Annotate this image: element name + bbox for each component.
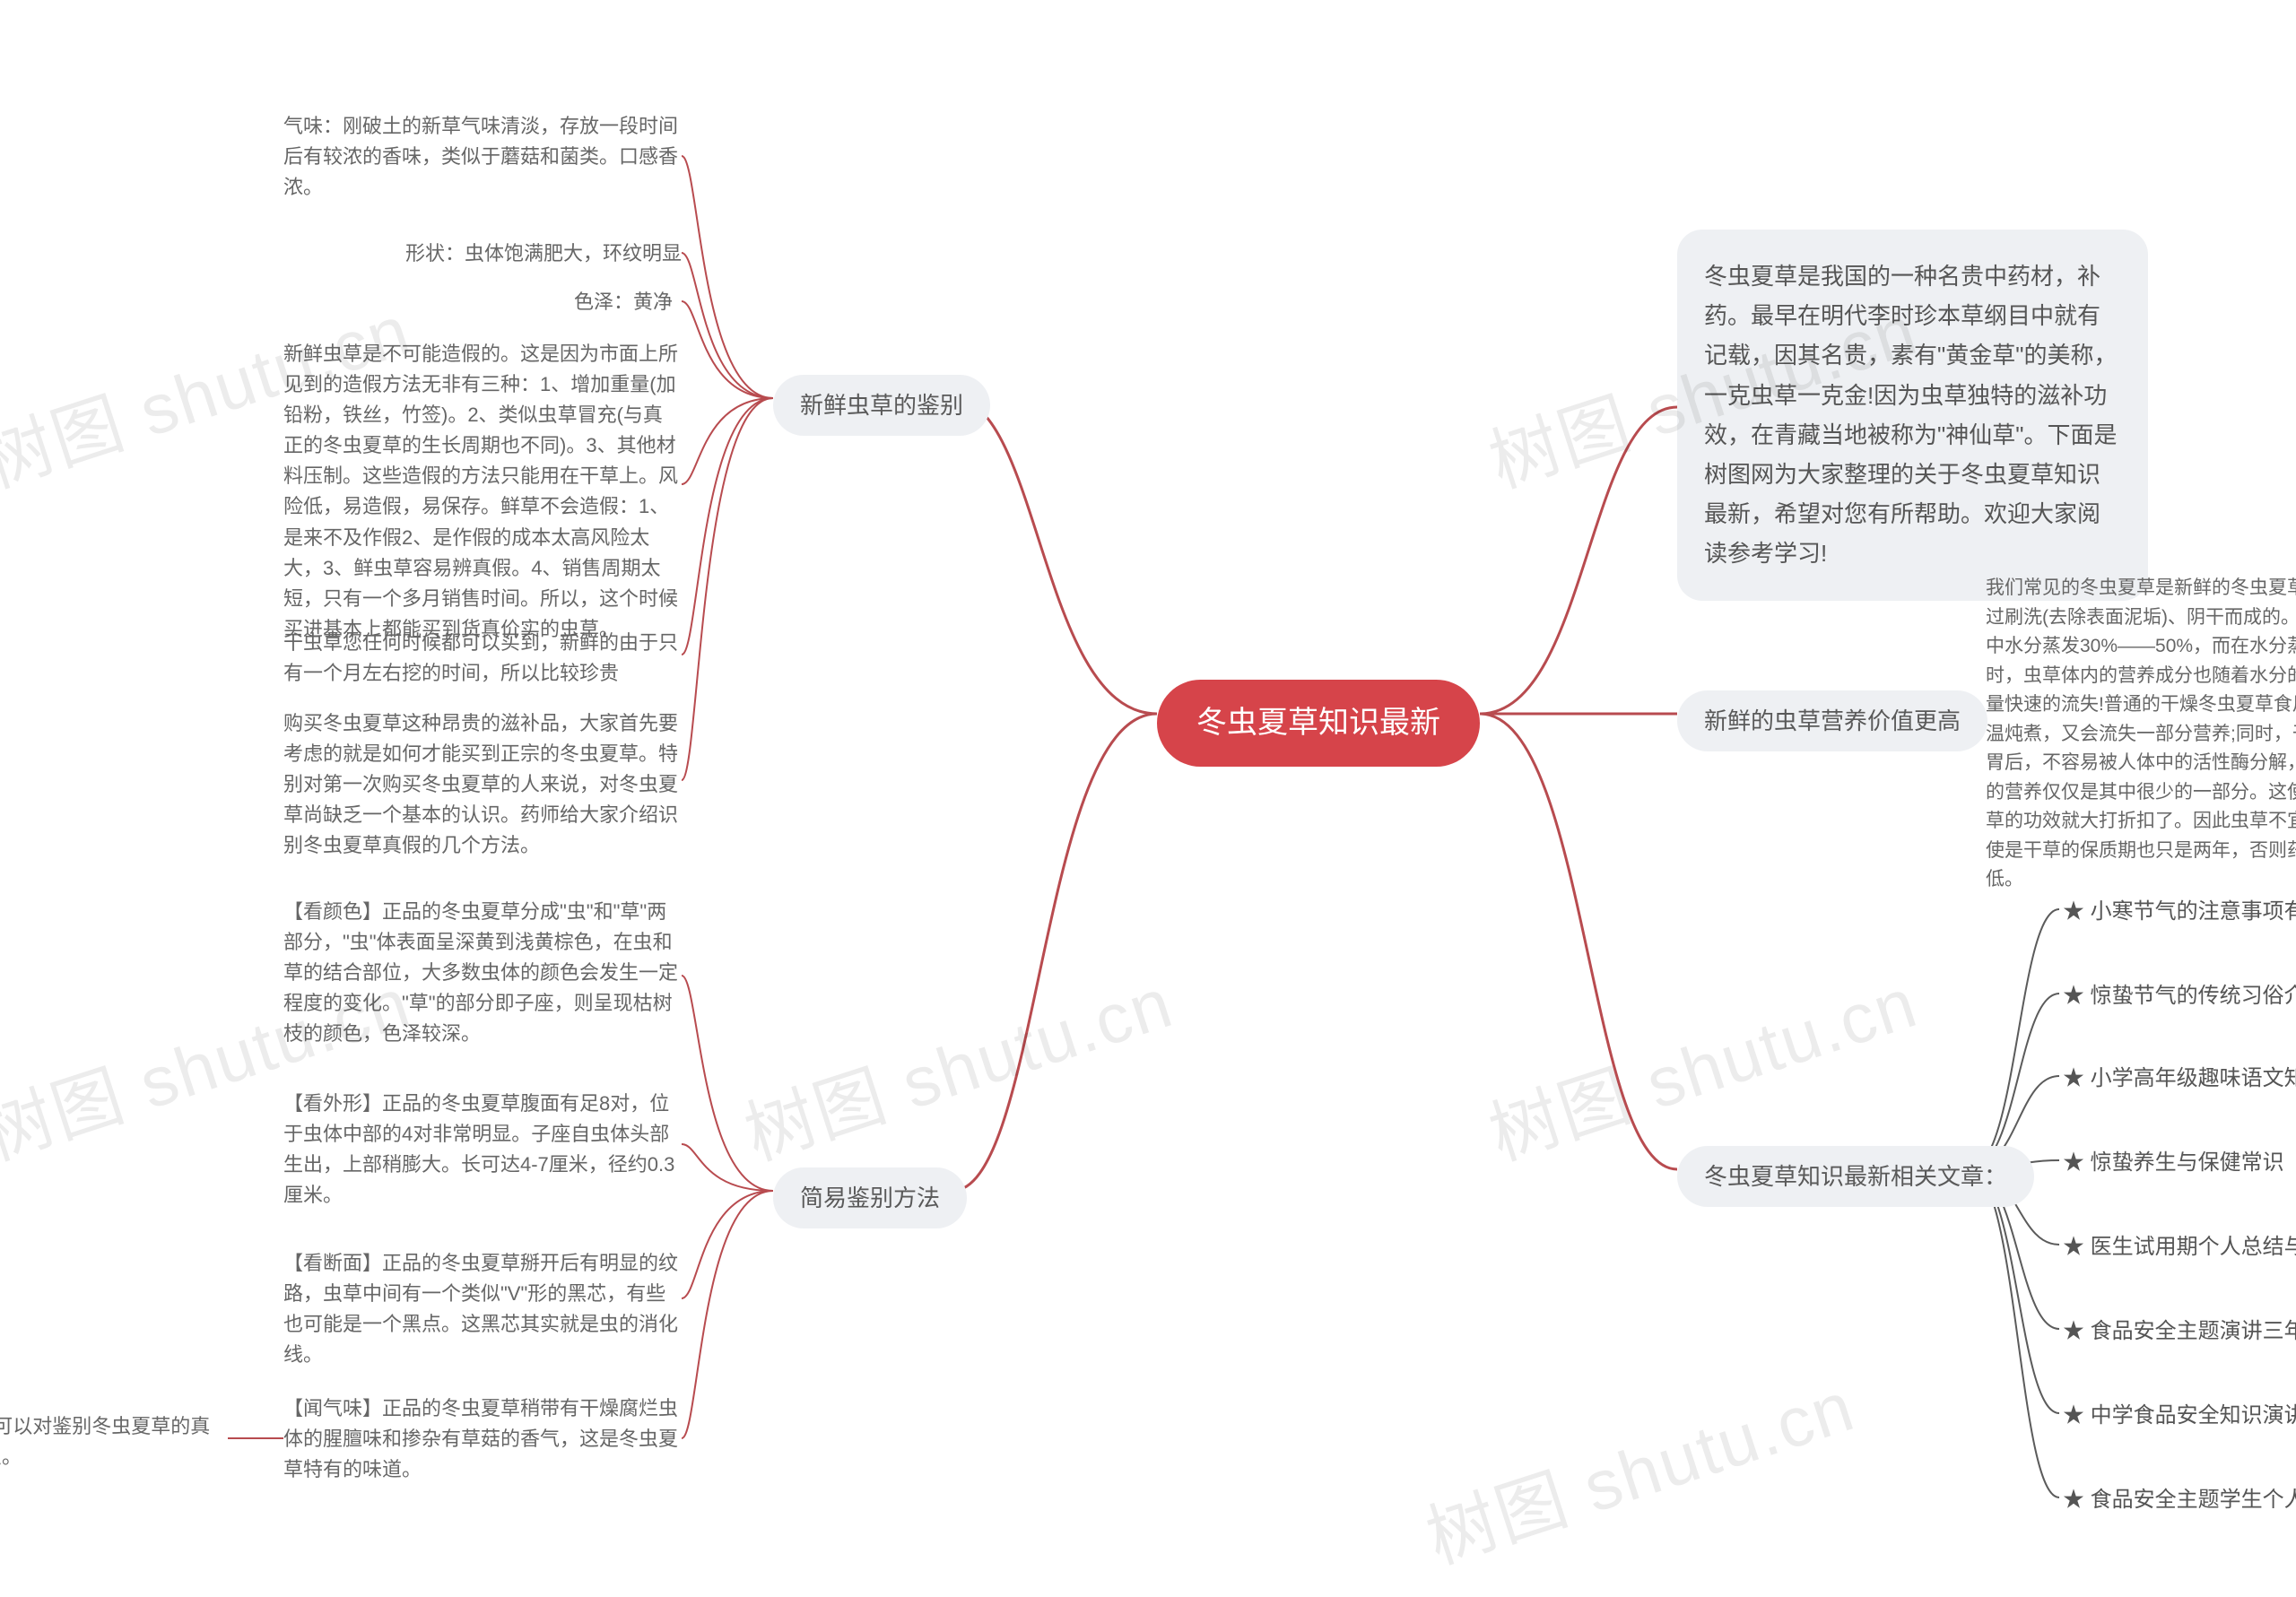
fresh-child-1: 形状：虫体饱满肥大，环纹明显 <box>405 239 683 269</box>
related-link-7[interactable]: ★ 食品安全主题学生个人演讲稿范文 <box>2063 1483 2296 1516</box>
simple-child-3: 【闻气味】正品的冬虫夏草稍带有干燥腐烂虫体的腥膻味和掺杂有草菇的香气，这是冬虫夏… <box>283 1393 678 1485</box>
related-link-1[interactable]: ★ 惊蛰节气的传统习俗介绍 <box>2063 979 2296 1012</box>
nutrition-text: 我们常见的冬虫夏草是新鲜的冬虫夏草采挖后经过刷洗(去除表面泥垢)、阴干而成的。在… <box>1986 574 2296 895</box>
watermark: 树图 shutu.cn <box>1475 947 1928 1179</box>
simple-child-1: 【看外形】正品的冬虫夏草腹面有足8对，位于虫体中部的4对非常明显。子座自虫体头部… <box>283 1089 678 1211</box>
branch-simple[interactable]: 简易鉴别方法 <box>773 1167 967 1228</box>
related-link-0[interactable]: ★ 小寒节气的注意事项有哪些 <box>2063 895 2296 928</box>
related-link-6[interactable]: ★ 中学食品安全知识演讲稿三分钟范文大全 <box>2063 1399 2296 1432</box>
watermark: 树图 shutu.cn <box>731 947 1184 1179</box>
simple-note: 根据以上4点，基本可以对鉴别冬虫夏草的真假有一个基本的认识。 <box>0 1411 219 1472</box>
fresh-child-2: 色泽：黄净 <box>574 287 682 317</box>
intro-block: 冬虫夏草是我国的一种名贵中药材，补药。最早在明代李时珍本草纲目中就有记载，因其名… <box>1677 230 2148 601</box>
related-link-3[interactable]: ★ 惊蛰养生与保健常识 <box>2063 1146 2284 1179</box>
branch-fresh[interactable]: 新鲜虫草的鉴别 <box>773 375 990 436</box>
fresh-child-5: 购买冬虫夏草这种昂贵的滋补品，大家首先要考虑的就是如何才能买到正宗的冬虫夏草。特… <box>283 708 678 861</box>
branch-related[interactable]: 冬虫夏草知识最新相关文章： <box>1677 1146 2034 1207</box>
fresh-child-0: 气味：刚破土的新草气味清淡，存放一段时间后有较浓的香味，类似于蘑菇和菌类。口感香… <box>283 111 678 203</box>
branch-nutrition[interactable]: 新鲜的虫草营养价值更高 <box>1677 690 1987 751</box>
fresh-child-4: 干虫草您任何时候都可以买到，新鲜的由于只有一个月左右挖的时间，所以比较珍贵 <box>283 628 678 689</box>
simple-child-2: 【看断面】正品的冬虫夏草掰开后有明显的纹路，虫草中间有一个类似"V"形的黑芯，有… <box>283 1248 678 1370</box>
simple-child-0: 【看颜色】正品的冬虫夏草分成"虫"和"草"两部分，"虫"体表面呈深黄到浅黄棕色，… <box>283 897 678 1049</box>
related-link-4[interactable]: ★ 医生试用期个人总结与收获 <box>2063 1230 2296 1263</box>
watermark: 树图 shutu.cn <box>1413 1350 1866 1583</box>
related-link-2[interactable]: ★ 小学高年级趣味语文知识选择题集锦 <box>2063 1062 2296 1095</box>
center-node[interactable]: 冬虫夏草知识最新 <box>1157 680 1480 767</box>
fresh-child-3: 新鲜虫草是不可能造假的。这是因为市面上所见到的造假方法无非有三种：1、增加重量(… <box>283 339 678 645</box>
related-link-5[interactable]: ★ 食品安全主题演讲三年级范文大全 <box>2063 1315 2296 1348</box>
